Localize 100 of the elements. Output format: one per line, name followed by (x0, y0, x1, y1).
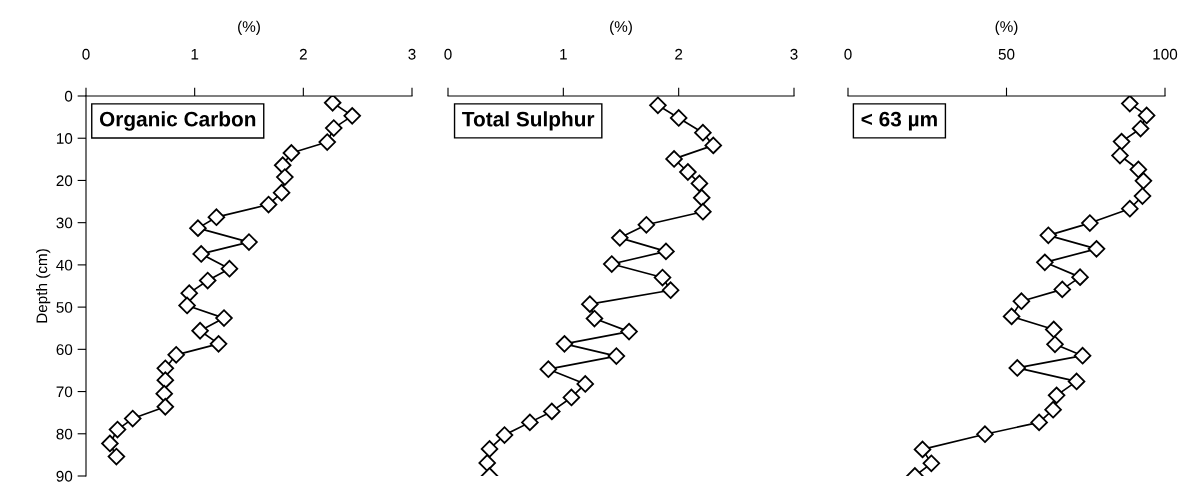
point (155, 384, 174, 403)
x-tick-label: 2 (675, 48, 683, 60)
point (704, 136, 723, 155)
text: < 63 µm (861, 111, 937, 131)
point (259, 195, 278, 214)
point (1046, 335, 1064, 354)
point (167, 346, 185, 364)
x-tick-label: 1 (191, 48, 199, 60)
point (539, 360, 558, 378)
y-tick-label: 80 (56, 428, 73, 440)
y-tick-label: 90 (56, 470, 73, 482)
point (318, 133, 337, 151)
point (1044, 320, 1063, 339)
point (611, 229, 629, 247)
point (665, 150, 683, 168)
point (1067, 372, 1086, 391)
point (1047, 386, 1066, 405)
point (1081, 214, 1099, 232)
point (1073, 346, 1092, 365)
point (189, 219, 207, 237)
point (620, 322, 638, 341)
point (107, 447, 126, 466)
y-tick-label: 10 (56, 133, 73, 144)
point (1121, 96, 1139, 113)
point (1133, 187, 1152, 205)
x-tick-label: 100 (1153, 48, 1178, 60)
point (1030, 413, 1048, 432)
point (913, 440, 932, 459)
point (690, 174, 709, 193)
point (1129, 160, 1148, 179)
point (1137, 106, 1156, 125)
y-tick-label: 70 (56, 386, 73, 398)
point (562, 388, 581, 407)
point (1087, 240, 1106, 258)
point (207, 208, 226, 226)
point (156, 371, 175, 389)
y-tick-label: 30 (56, 217, 73, 229)
point (581, 295, 599, 313)
point (694, 123, 712, 142)
point (495, 426, 514, 444)
y-tick-label: 60 (56, 344, 73, 356)
x-tick-label: 0 (444, 48, 452, 60)
point (178, 296, 196, 315)
point (272, 183, 291, 202)
point (1053, 280, 1072, 299)
point (1071, 268, 1089, 286)
point (694, 202, 712, 221)
point (1036, 253, 1054, 272)
point (191, 321, 209, 340)
x-tick-label: 2 (299, 48, 307, 60)
point (1112, 132, 1131, 151)
point (108, 420, 127, 439)
x-tick-label: 3 (790, 48, 798, 60)
point (555, 335, 574, 353)
x-tick-label: 0 (844, 48, 852, 60)
point (1039, 226, 1058, 245)
point (1008, 359, 1027, 377)
point (282, 144, 301, 162)
text: Organic Carbon (99, 111, 256, 131)
point (240, 233, 258, 251)
point (669, 109, 688, 127)
point (180, 284, 198, 302)
point (1131, 119, 1150, 138)
point (607, 347, 626, 365)
point (209, 335, 228, 353)
point (478, 454, 496, 472)
point (220, 259, 239, 278)
x-axis-title: (%) (995, 20, 1018, 35)
point (192, 245, 210, 263)
y-tick-label: 20 (56, 175, 73, 187)
point (543, 402, 561, 421)
x-tick-label: 3 (408, 48, 416, 60)
point (521, 413, 539, 432)
point (692, 188, 711, 207)
point (679, 163, 697, 181)
point (123, 409, 142, 428)
point (603, 255, 621, 273)
point (576, 375, 595, 393)
x-tick-label: 1 (560, 48, 567, 60)
point (323, 96, 342, 112)
point (273, 156, 292, 175)
point (653, 268, 672, 287)
point (276, 168, 294, 186)
point (922, 454, 941, 473)
x-axis-title: (%) (238, 20, 260, 35)
point (198, 271, 217, 290)
point (976, 425, 994, 443)
point (1044, 400, 1062, 419)
point (661, 281, 680, 299)
y-tick-label: 50 (56, 301, 73, 313)
x-axis-title: (%) (610, 20, 632, 35)
y-tick-label: 40 (56, 259, 73, 271)
point (1121, 199, 1139, 218)
point (215, 309, 233, 327)
point (1012, 292, 1031, 310)
point (1134, 172, 1153, 190)
point (324, 119, 343, 137)
point (657, 242, 675, 261)
point (585, 309, 604, 328)
point (156, 397, 175, 416)
